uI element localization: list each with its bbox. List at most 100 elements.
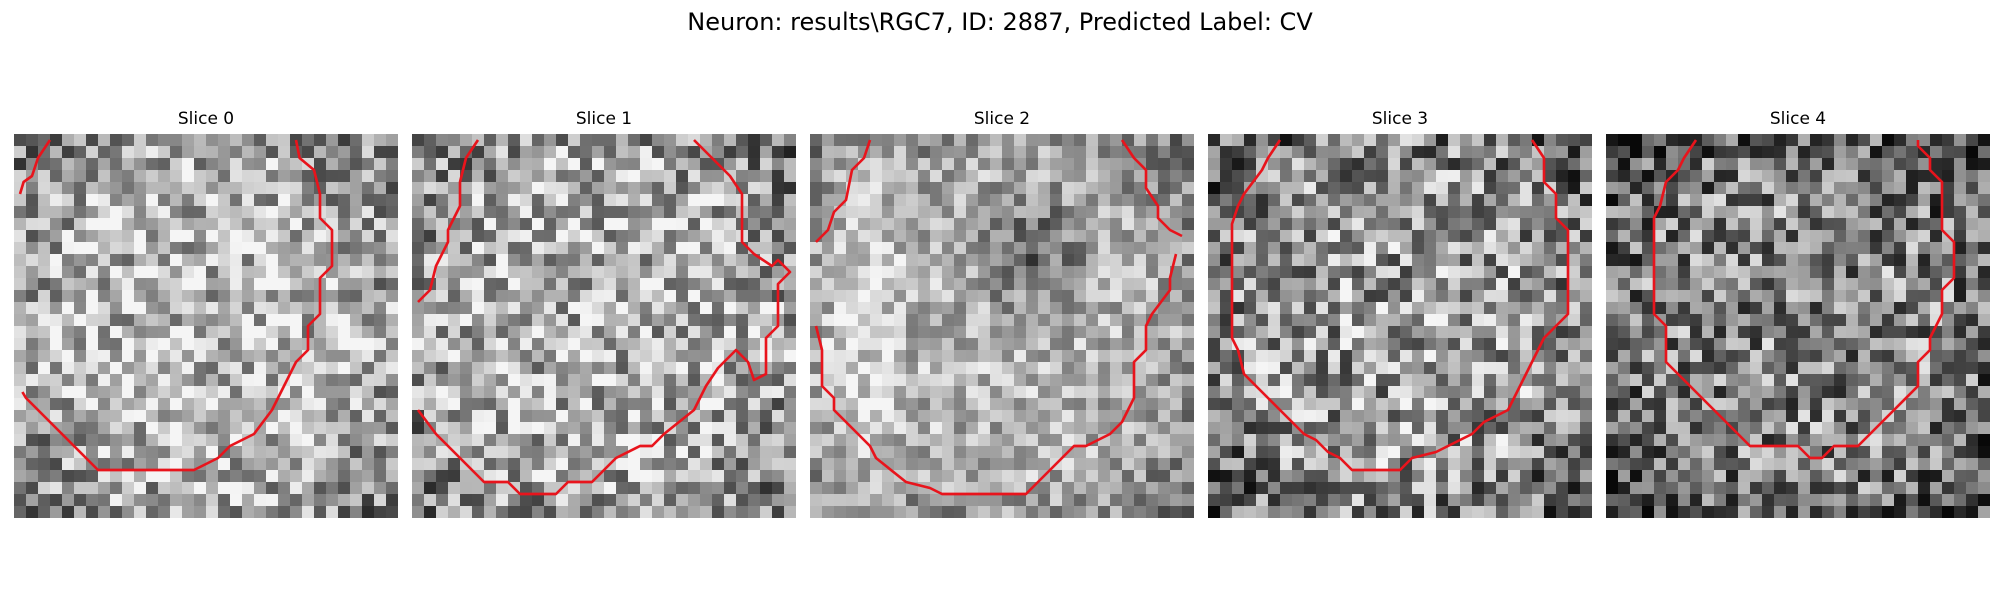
pixel: [1472, 290, 1485, 303]
pixel: [1400, 314, 1413, 327]
pixel: [1606, 134, 1619, 147]
pixel: [194, 278, 207, 291]
pixel: [1750, 134, 1763, 147]
pixel: [1364, 386, 1377, 399]
pixel: [568, 242, 581, 255]
pixel: [496, 146, 509, 159]
pixel: [290, 410, 303, 423]
pixel: [1532, 386, 1545, 399]
pixel: [302, 278, 315, 291]
pixel: [1038, 158, 1051, 171]
pixel: [1762, 254, 1775, 267]
pixel: [1580, 374, 1592, 387]
pixel: [472, 254, 485, 267]
pixel: [50, 494, 63, 507]
pixel: [942, 350, 955, 363]
pixel: [1810, 218, 1823, 231]
pixel: [1050, 350, 1063, 363]
pixel: [424, 410, 437, 423]
pixel: [1220, 386, 1233, 399]
pixel: [230, 230, 243, 243]
pixel: [772, 362, 785, 375]
pixel: [460, 242, 473, 255]
pixel: [86, 506, 99, 518]
pixel: [110, 446, 123, 459]
pixel: [362, 422, 375, 435]
pixel: [628, 350, 641, 363]
pixel: [1316, 182, 1329, 195]
pixel: [954, 194, 967, 207]
pixel: [1388, 326, 1401, 339]
pixel: [1568, 398, 1581, 411]
pixel: [990, 350, 1003, 363]
pixel: [1738, 398, 1751, 411]
pixel: [1618, 410, 1631, 423]
pixel: [1098, 266, 1111, 279]
pixel: [98, 350, 111, 363]
pixel: [1532, 278, 1545, 291]
pixel: [1074, 422, 1087, 435]
pixel: [544, 158, 557, 171]
pixel: [1134, 386, 1147, 399]
pixel: [1894, 350, 1907, 363]
pixel: [1074, 434, 1087, 447]
pixel: [496, 434, 509, 447]
pixel: [1158, 146, 1171, 159]
pixel: [1412, 134, 1425, 147]
pixel: [688, 218, 701, 231]
pixel: [460, 302, 473, 315]
pixel: [1316, 170, 1329, 183]
pixel: [230, 446, 243, 459]
pixel: [1954, 314, 1967, 327]
pixel: [170, 422, 183, 435]
pixel: [50, 302, 63, 315]
pixel: [1158, 482, 1171, 495]
pixel: [218, 278, 231, 291]
pixel: [846, 146, 859, 159]
pixel: [302, 458, 315, 471]
pixel: [724, 242, 737, 255]
pixel: [254, 254, 267, 267]
pixel: [712, 146, 725, 159]
slice-image: [1208, 134, 1592, 518]
pixel: [62, 314, 75, 327]
pixel: [846, 338, 859, 351]
pixel: [1750, 302, 1763, 315]
pixel: [784, 434, 796, 447]
pixel: [870, 158, 883, 171]
pixel: [386, 278, 398, 291]
pixel: [230, 182, 243, 195]
pixel: [724, 182, 737, 195]
pixel: [556, 506, 569, 518]
pixel: [544, 410, 557, 423]
pixel: [1630, 446, 1643, 459]
pixel: [712, 506, 725, 518]
cell-contour: [416, 139, 792, 496]
pixel: [1738, 278, 1751, 291]
pixel: [122, 350, 135, 363]
pixel: [1496, 326, 1509, 339]
pixel: [194, 254, 207, 267]
pixel: [484, 218, 497, 231]
pixel: [242, 158, 255, 171]
pixel: [978, 410, 991, 423]
pixel: [1580, 146, 1592, 159]
pixel: [1762, 434, 1775, 447]
pixel: [894, 362, 907, 375]
pixel: [1894, 254, 1907, 267]
pixel: [230, 206, 243, 219]
pixel: [1352, 194, 1365, 207]
pixel: [712, 194, 725, 207]
pixel: [1304, 314, 1317, 327]
pixel: [688, 422, 701, 435]
pixel: [460, 374, 473, 387]
pixel: [278, 446, 291, 459]
pixel: [1496, 206, 1509, 219]
pixel: [412, 338, 425, 351]
pixel: [448, 146, 461, 159]
pixel: [1376, 338, 1389, 351]
pixel: [736, 398, 749, 411]
pixel: [1978, 386, 1990, 399]
pixel: [930, 134, 943, 147]
pixel: [568, 398, 581, 411]
